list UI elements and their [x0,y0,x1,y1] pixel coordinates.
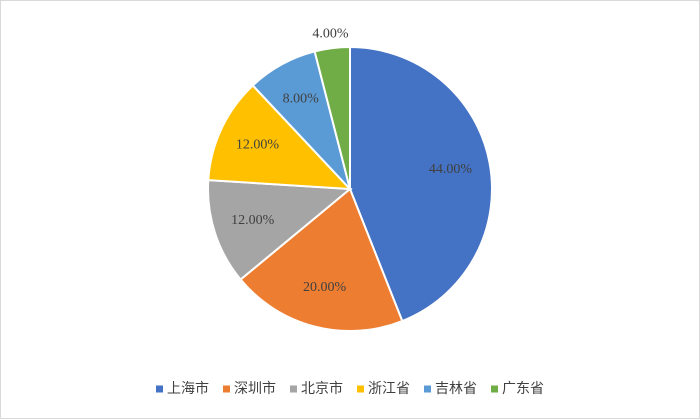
data-label: 12.00% [231,213,275,228]
pie: 44.00% 20.00% 12.00% 12.00% 8.00% 4.00% [207,26,493,332]
legend-swatch [424,385,431,393]
legend-label: 吉林省 [435,381,477,397]
legend: 上海市 深圳市 北京市 浙江省 吉林省 广东省 [156,380,544,397]
legend-swatch [491,385,498,393]
legend-swatch [357,385,364,393]
legend-swatch [156,385,163,393]
legend-label: 广东省 [502,381,544,397]
data-label: 12.00% [236,138,280,153]
data-label: 8.00% [283,92,320,107]
legend-label: 北京市 [301,380,343,397]
legend-swatch [223,385,230,393]
legend-swatch [290,385,297,393]
legend-label: 上海市 [167,380,209,397]
pie-slice [313,45,351,190]
data-label: 4.00% [312,26,349,41]
pie-slice [349,45,493,323]
data-label: 20.00% [303,280,347,295]
legend-label: 浙江省 [368,381,410,397]
pie-slice [207,179,353,281]
legend-label: 深圳市 [234,380,276,397]
pie-slice [207,84,353,191]
data-label: 44.00% [429,162,473,177]
pie-slice [239,187,404,332]
